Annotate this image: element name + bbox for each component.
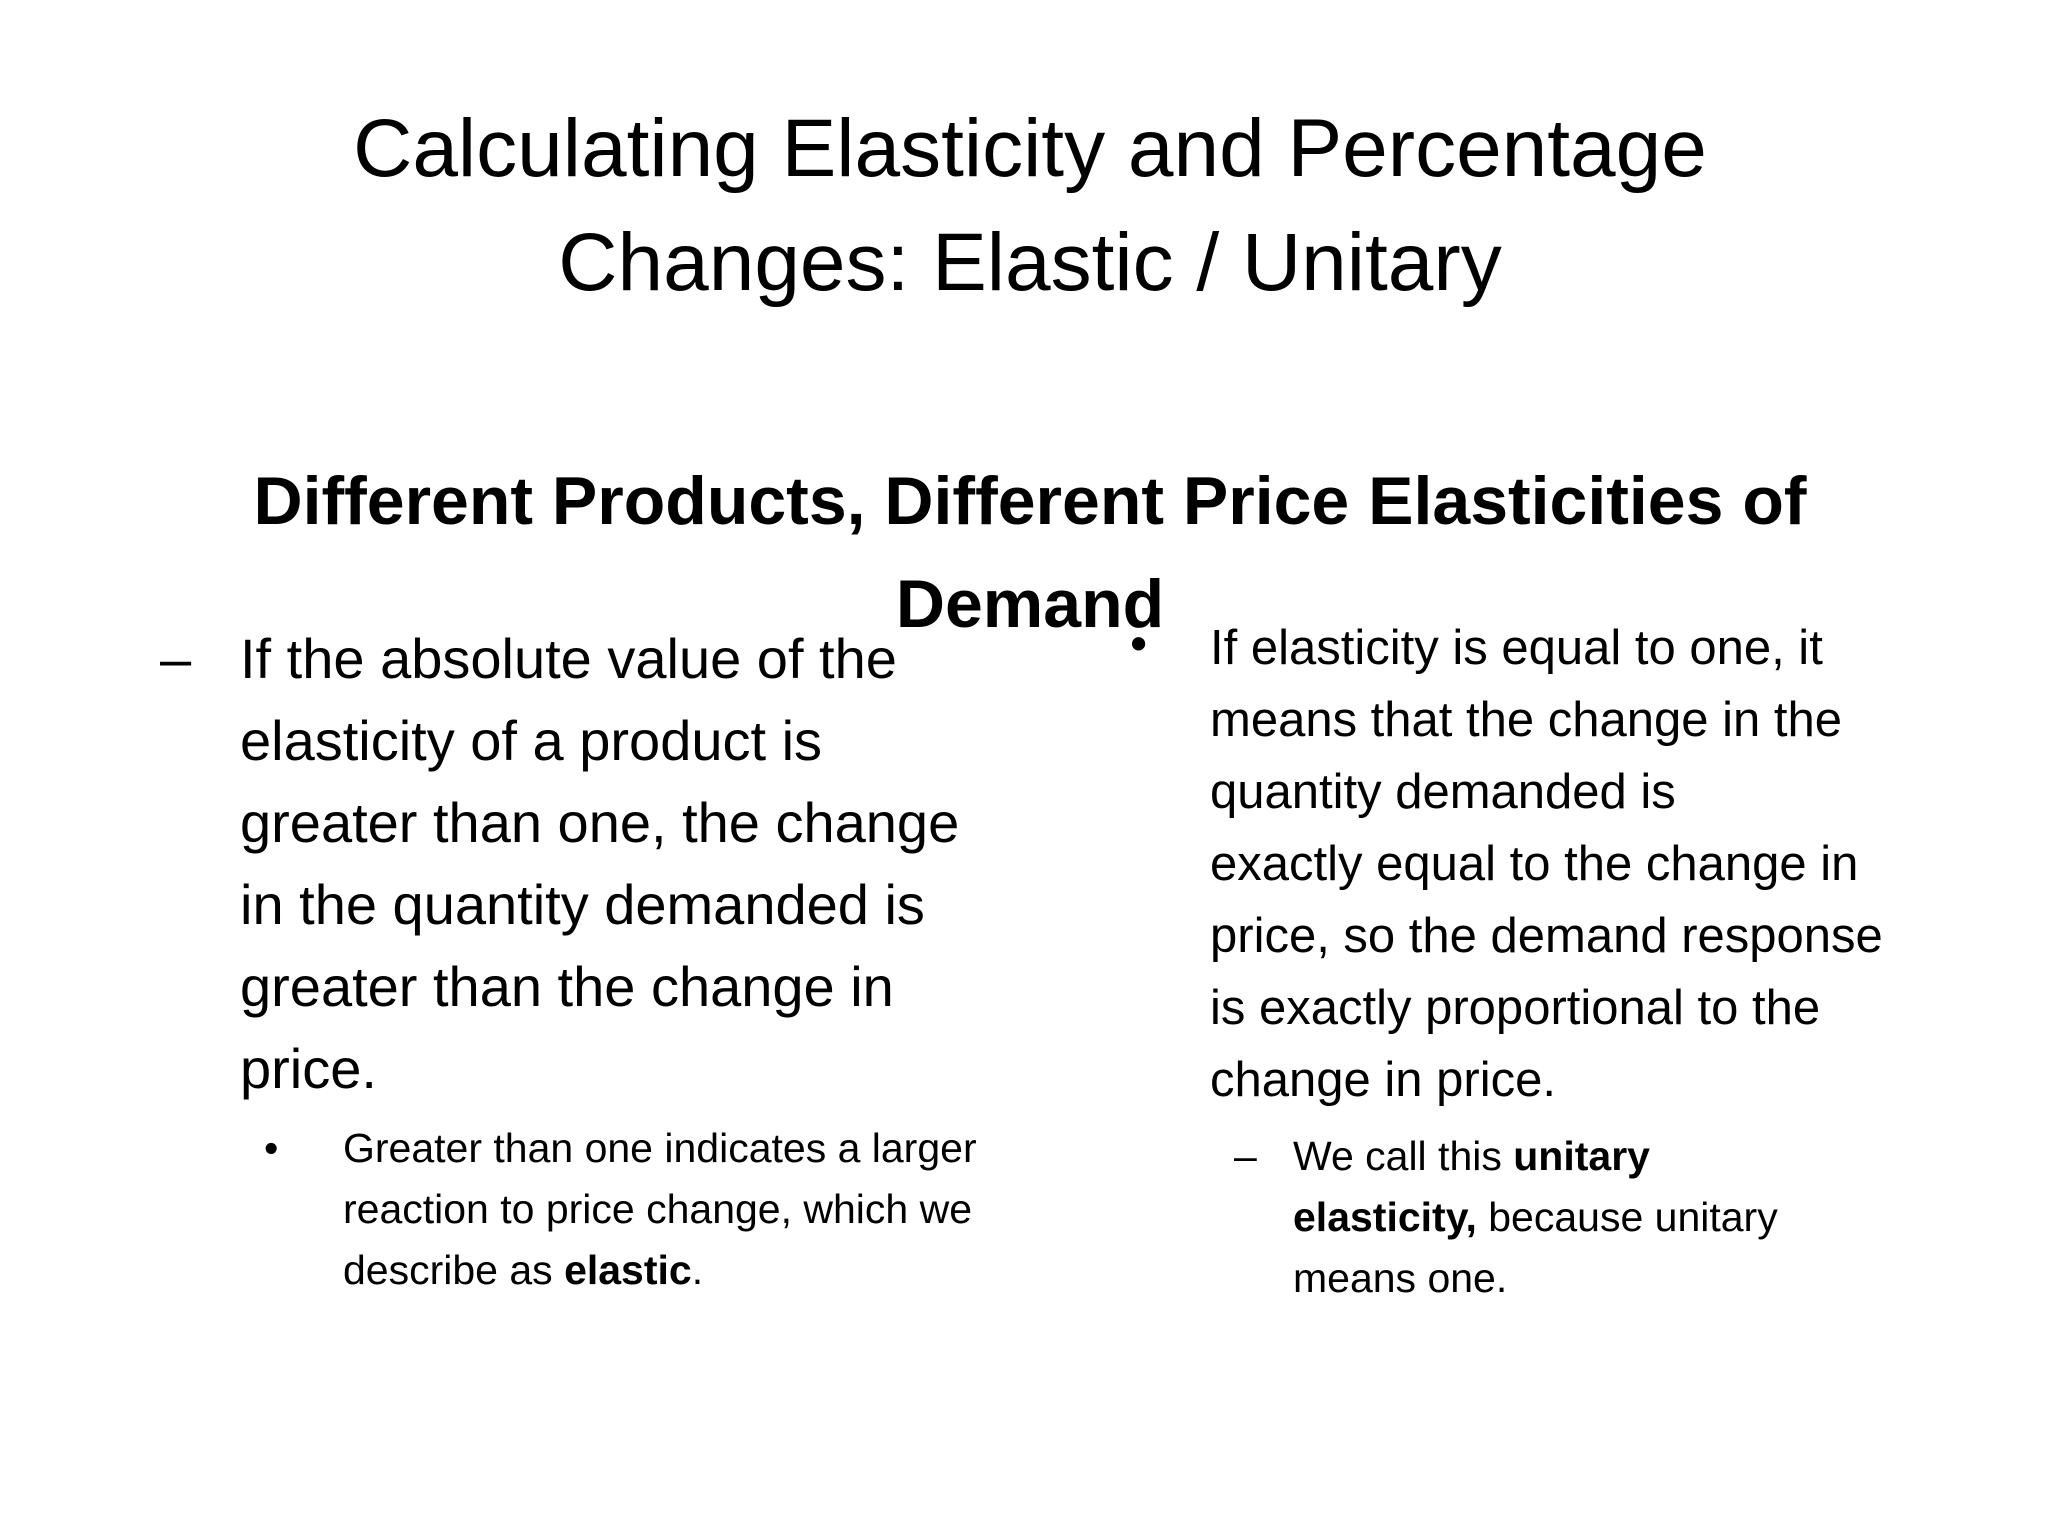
bullet-line: elasticity of a product is	[240, 709, 823, 772]
bullet-line: exactly equal to the change in	[1210, 837, 1859, 891]
bullet-line: price.	[240, 1037, 377, 1100]
sub-bullet-text: .	[691, 1247, 704, 1293]
sub-bullet-line: elasticity, because unitary	[1293, 1187, 1990, 1248]
bullet-line: is exactly proportional to the	[1210, 981, 1821, 1035]
bullet-line: If the absolute value of the	[240, 627, 897, 690]
elastic-term: elastic	[564, 1247, 692, 1293]
unitary-term: unitary	[1513, 1133, 1650, 1179]
sub-bullet-text: because unitary	[1476, 1194, 1778, 1240]
bullet-line: in the quantity demanded is	[240, 873, 925, 936]
unitary-bullet: • If elasticity is equal to one, it mean…	[1130, 612, 1990, 1116]
subtitle-line-2: Demand	[895, 566, 1165, 642]
slide-subtitle: Different Products, Different Price Elas…	[150, 450, 1910, 656]
bullet-line: greater than one, the change	[240, 791, 960, 854]
sub-bullet-line: means one.	[1293, 1255, 1508, 1301]
bullet-line: means that the change in the	[1210, 693, 1842, 747]
bullet-dot-marker: •	[1130, 617, 1148, 671]
elasticity-term: elasticity,	[1293, 1194, 1477, 1240]
sub-bullet-line: We call this unitary	[1293, 1126, 1990, 1187]
sub-bullet-line: describe as elastic.	[343, 1240, 1090, 1301]
title-line-2: Changes: Elastic / Unitary	[558, 217, 1502, 308]
sub-bullet-text: describe as	[343, 1247, 565, 1293]
dash-marker: –	[1234, 1133, 1257, 1179]
bullet-dot-marker: •	[264, 1125, 279, 1171]
bullet-line: quantity demanded is	[1210, 765, 1676, 819]
unitary-sub-bullet: – We call this unitary elasticity, becau…	[1130, 1126, 1990, 1309]
sub-bullet-line: reaction to price change, which we	[343, 1186, 973, 1232]
dash-marker: –	[160, 627, 192, 690]
bullet-line: If elasticity is equal to one, it	[1210, 621, 1823, 675]
elastic-bullet: – If the absolute value of the elasticit…	[160, 618, 1090, 1110]
bullet-line: greater than the change in	[240, 955, 894, 1018]
title-line-1: Calculating Elasticity and Percentage	[353, 103, 1707, 194]
elastic-sub-bullet: • Greater than one indicates a larger re…	[160, 1118, 1090, 1301]
right-content-column: • If elasticity is equal to one, it mean…	[1130, 612, 1990, 1309]
left-content-column: – If the absolute value of the elasticit…	[160, 618, 1090, 1301]
bullet-line: change in price.	[1210, 1053, 1556, 1107]
subtitle-line-1: Different Products, Different Price Elas…	[253, 463, 1807, 539]
bullet-line: price, so the demand response	[1210, 909, 1883, 963]
slide-title: Calculating Elasticity and Percentage Ch…	[200, 92, 1860, 320]
sub-bullet-text: We call this	[1293, 1133, 1514, 1179]
sub-bullet-line: Greater than one indicates a larger	[343, 1125, 977, 1171]
